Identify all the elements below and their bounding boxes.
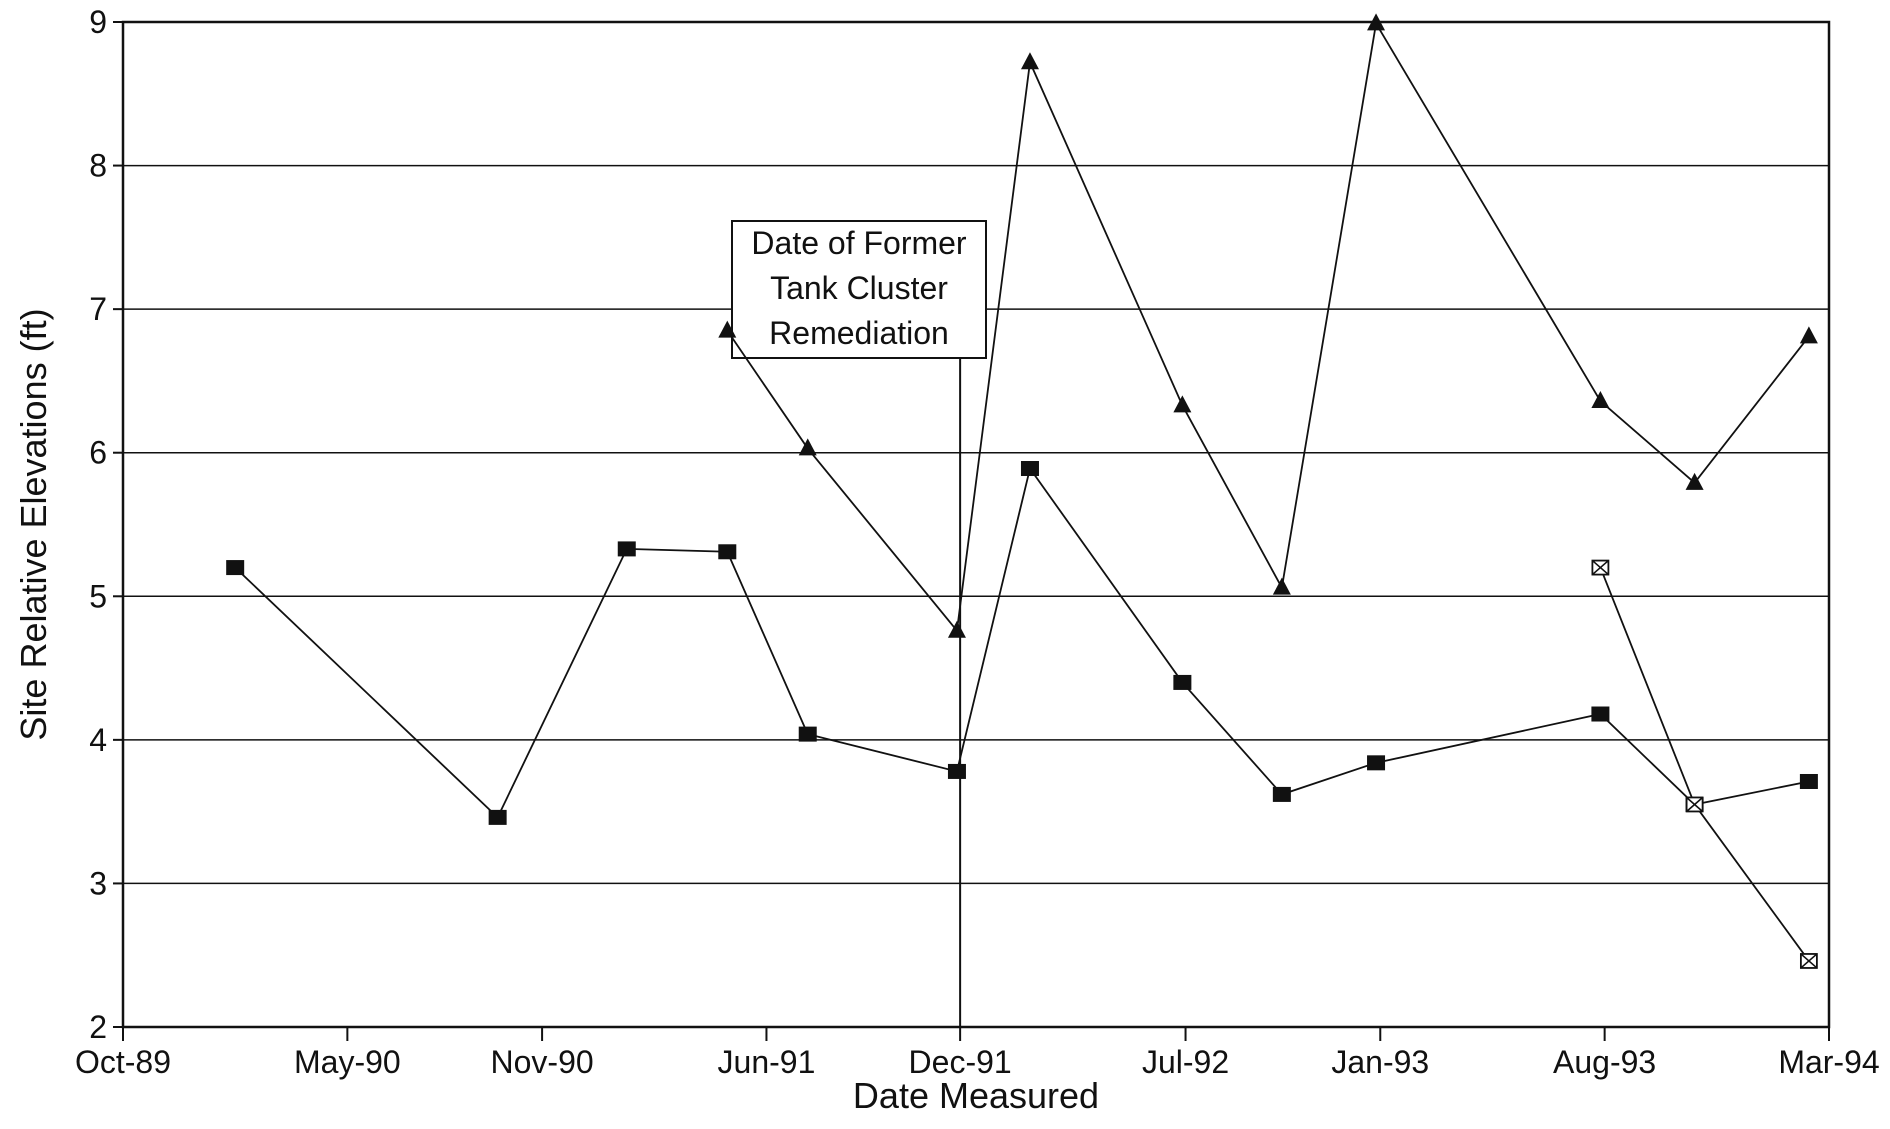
triangle-marker: [1367, 13, 1386, 31]
boxed-x-marker: [1799, 953, 1818, 969]
y-tick-label: 7: [89, 291, 107, 327]
boxed-x-marker: [1591, 559, 1610, 576]
y-tick-label: 8: [89, 148, 107, 184]
x-tick-label: Mar-94: [1778, 1044, 1879, 1080]
square-marker: [1020, 461, 1039, 477]
y-axis-ticks: 2 3 4 5 6 7 8 9: [89, 4, 123, 1045]
y-tick-label: 5: [89, 578, 107, 614]
square-marker: [488, 809, 507, 825]
x-axis-title: Date Measured: [853, 1075, 1099, 1116]
remediation-annotation: Date of Former Tank Cluster Remediation: [731, 220, 987, 1027]
square-marker: [1799, 773, 1818, 789]
x-tick-label: Jun-91: [718, 1044, 816, 1080]
annotation-box: [731, 220, 987, 359]
marker-cross: [1686, 796, 1704, 813]
square-marker: [1173, 674, 1192, 690]
triangle-marker: [1685, 472, 1704, 490]
annotation-line-2: Tank Cluster: [770, 270, 948, 306]
x-axis-ticks: Oct-89 May-90 Nov-90 Jun-91 Dec-91 Jul-92 Jan-…: [75, 1027, 1880, 1080]
marker-cross: [1800, 953, 1818, 969]
series-2-triangle: [718, 13, 1818, 638]
series-3-boxed-x: [1591, 559, 1818, 969]
plot-area-frame: [121, 20, 1831, 1029]
square-marker: [798, 726, 817, 742]
square-marker: [226, 560, 245, 576]
square-marker: [1367, 755, 1386, 771]
triangle-marker: [718, 320, 737, 338]
square-marker: [947, 763, 966, 779]
square-marker: [1272, 786, 1291, 802]
x-tick-label: Nov-90: [491, 1044, 594, 1080]
y-tick-label: 3: [89, 865, 107, 901]
x-tick-label: Jan-93: [1331, 1044, 1429, 1080]
triangle-marker: [1173, 395, 1192, 413]
square-marker: [718, 544, 737, 560]
triangle-marker: [947, 620, 966, 638]
x-tick-label: Jul-92: [1142, 1044, 1229, 1080]
x-tick-label: Dec-91: [909, 1044, 1012, 1080]
series-line: [1599, 567, 1810, 962]
y-tick-label: 4: [89, 722, 107, 758]
annotation-line-1: Date of Former: [751, 225, 967, 261]
square-marker: [617, 541, 636, 557]
data-series: [226, 13, 1818, 969]
y-axis-title: Site Relative Elevations (ft): [13, 308, 54, 740]
y-tick-label: 9: [89, 4, 107, 40]
x-tick-label: May-90: [294, 1044, 401, 1080]
triangle-marker: [1799, 326, 1818, 344]
series-1-square: [226, 461, 1818, 825]
annotation-line-3: Remediation: [769, 315, 949, 351]
x-tick-label: Aug-93: [1553, 1044, 1656, 1080]
triangle-marker: [1591, 391, 1610, 409]
boxed-x-marker: [1685, 796, 1704, 813]
square-marker: [1591, 706, 1610, 722]
series-line: [726, 20, 1810, 633]
triangle-marker: [1020, 52, 1039, 70]
triangle-marker: [798, 438, 817, 456]
y-tick-label: 6: [89, 435, 107, 471]
y-tick-label: 2: [89, 1009, 107, 1045]
x-tick-label: Oct-89: [75, 1044, 171, 1080]
series-line: [234, 466, 1810, 819]
triangle-marker: [1272, 577, 1291, 595]
marker-cross: [1591, 559, 1609, 576]
